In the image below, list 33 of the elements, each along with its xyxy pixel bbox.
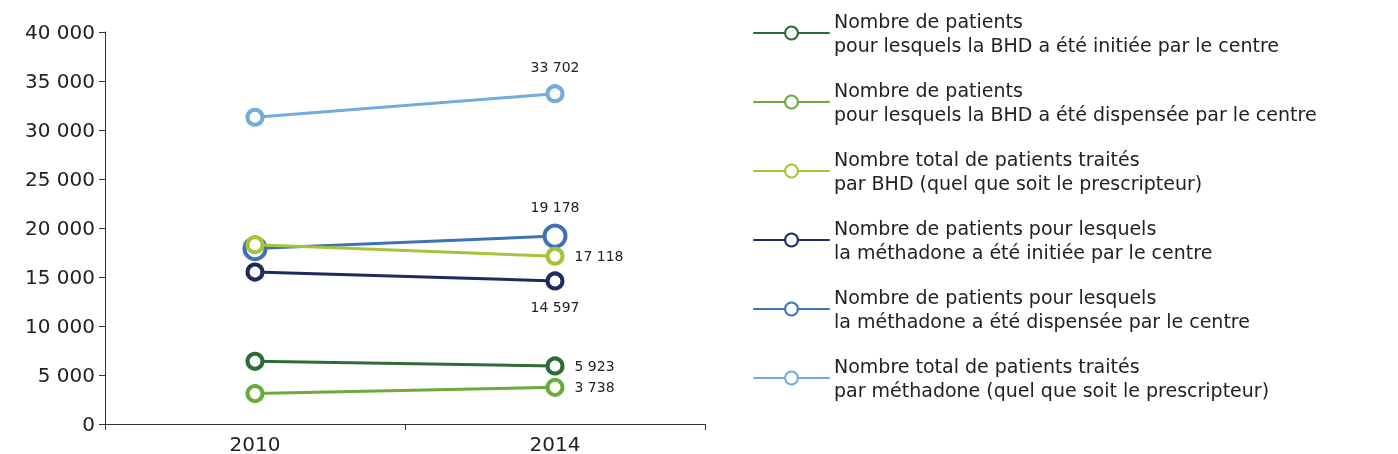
- data-label: 5 923: [574, 357, 615, 374]
- data-label: 33 702: [530, 59, 580, 76]
- point: [542, 223, 568, 249]
- point: [545, 377, 565, 397]
- point: [545, 84, 565, 104]
- legend-label: Nombre de patients pour lesquels la BHD a été dispensée par le centre: [834, 79, 1317, 125]
- point: [245, 107, 265, 127]
- point: [545, 246, 565, 266]
- y-tick-label: 35 000: [25, 69, 95, 93]
- y-tick-label: 5 000: [37, 363, 95, 387]
- point: [245, 351, 265, 371]
- legend-label: Nombre de patients pour lesquels la méthadone a été initiée par le centre: [834, 217, 1213, 263]
- y-tick-label: 15 000: [25, 265, 95, 289]
- data-label: 14 597: [530, 299, 580, 316]
- y-tick-label: 30 000: [25, 118, 95, 142]
- data-label: 19 178: [530, 198, 580, 215]
- x-tick-label: 2010: [229, 432, 281, 454]
- y-tick-label: 20 000: [25, 216, 95, 240]
- data-label: 17 118: [574, 248, 624, 265]
- y-tick-label: 0: [82, 412, 95, 436]
- legend-label: Nombre total de patients traités par BHD (quel que soit le prescripteur): [834, 148, 1203, 194]
- y-tick-label: 40 000: [25, 20, 95, 44]
- y-tick-label: 25 000: [25, 167, 95, 191]
- y-tick-label: 10 000: [25, 314, 95, 338]
- legend-label: Nombre de patients pour lesquels la BHD a été initiée par le centre: [834, 10, 1279, 56]
- legend-label: Nombre de patients pour lesquels la méthadone a été dispensée par le centre: [834, 286, 1250, 332]
- point: [245, 262, 265, 282]
- data-label: 3 738: [574, 379, 615, 396]
- point: [245, 384, 265, 404]
- x-tick-label: 2014: [529, 432, 581, 454]
- point: [545, 356, 565, 376]
- point: [545, 271, 565, 291]
- legend-label: Nombre total de patients traités par méthadone (quel que soit le prescripteur): [834, 355, 1270, 401]
